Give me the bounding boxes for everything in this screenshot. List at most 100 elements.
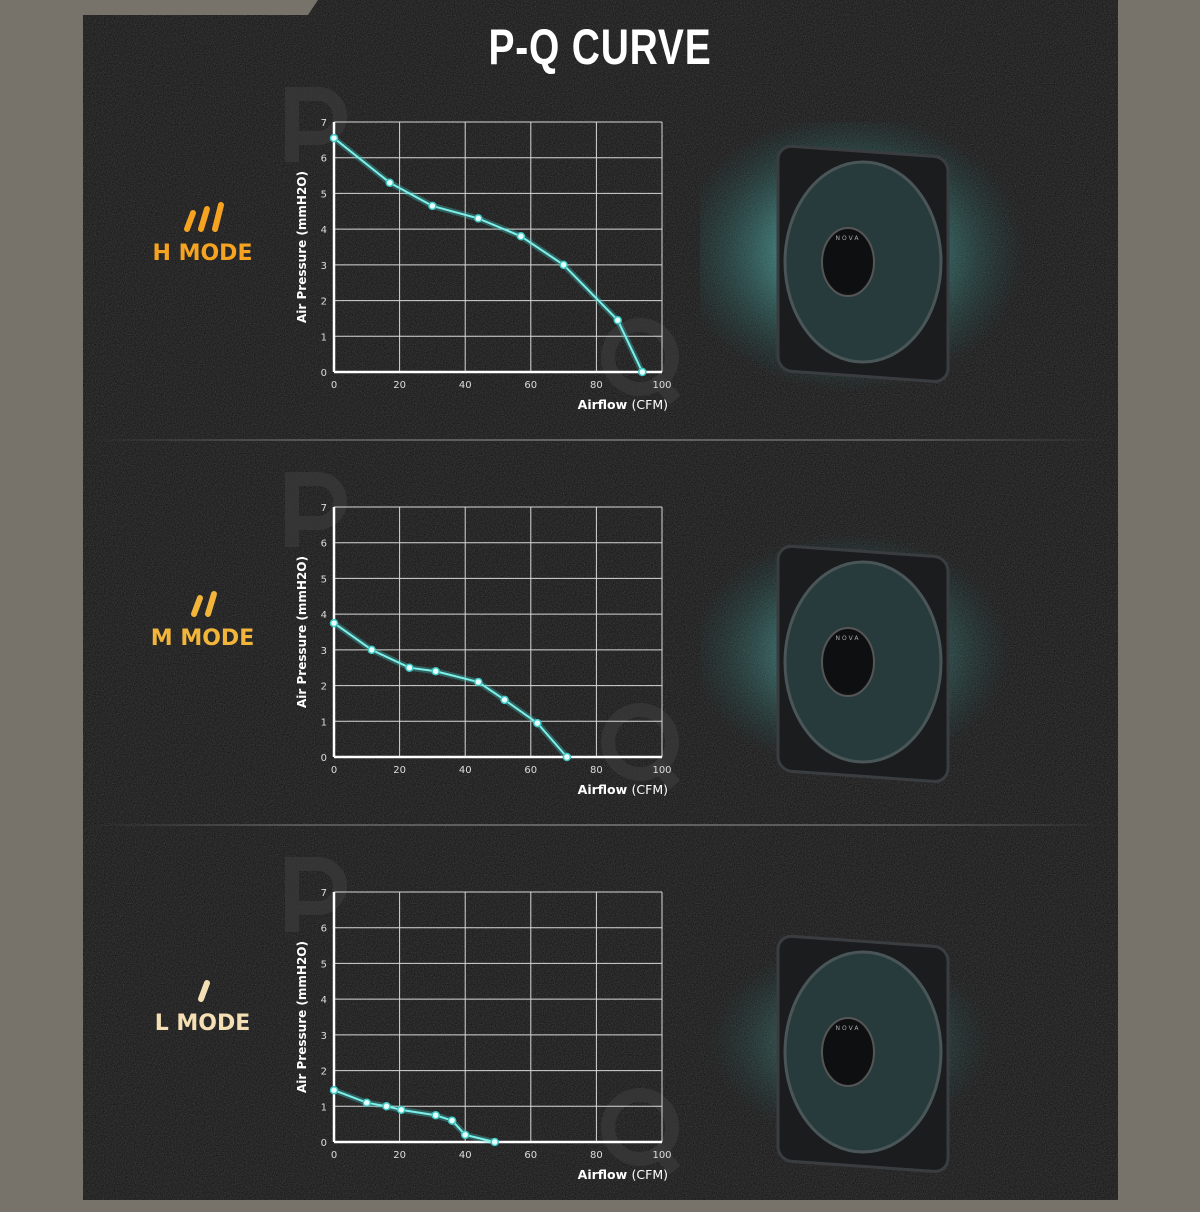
x-axis-label: Airflow (CFM) <box>578 782 668 797</box>
y-tick-label: 4 <box>321 610 327 621</box>
y-tick-label: 2 <box>321 297 327 308</box>
pq-chart: 0 20 40 60 80 100 0 1 2 3 4 5 6 7 Airflow (CFM) Air Pre… <box>285 87 681 412</box>
watermark-q-shape <box>601 703 681 790</box>
data-point <box>490 1137 499 1147</box>
y-tick-label: 3 <box>321 261 327 272</box>
data-point <box>516 232 526 241</box>
x-tick-label: 60 <box>524 380 537 391</box>
y-tick-label: 5 <box>321 189 327 200</box>
slanted-bars-icon <box>190 591 217 617</box>
data-point <box>431 667 440 676</box>
fan-brand: NOVA <box>836 235 861 242</box>
x-tick-label: 60 <box>524 1150 537 1161</box>
data-point <box>447 1116 457 1125</box>
mode-label-h: H MODE <box>120 197 285 266</box>
data-point <box>613 315 622 325</box>
data-point <box>329 618 339 628</box>
watermark-p-shape <box>285 472 347 547</box>
y-axis-label: Air Pressure (mmH2O) <box>295 556 309 708</box>
x-tick-label: 100 <box>652 1150 671 1161</box>
mode-label-l: L MODE <box>120 967 285 1036</box>
x-tick-label: 0 <box>331 380 337 391</box>
data-point <box>396 1105 406 1115</box>
y-tick-label: 5 <box>321 574 327 585</box>
data-point <box>367 645 376 655</box>
x-tick-label: 40 <box>459 380 472 391</box>
data-point <box>385 178 395 187</box>
data-point <box>428 201 437 211</box>
fan-hub <box>821 627 875 697</box>
data-point <box>405 663 414 672</box>
y-tick-label: 6 <box>321 924 327 935</box>
watermark-q-shape <box>601 318 681 405</box>
y-tick-label: 7 <box>321 888 327 899</box>
x-tick-label: 80 <box>590 1150 603 1161</box>
fan-brand: NOVA <box>836 635 861 642</box>
y-tick-label: 0 <box>321 1138 327 1149</box>
pq-curve-line <box>333 137 644 373</box>
y-axis-label: Air Pressure (mmH2O) <box>295 941 309 1093</box>
page-title: P-Q CURVE <box>488 19 712 75</box>
y-tick-label: 6 <box>321 539 327 550</box>
y-tick-label: 2 <box>321 682 327 693</box>
section-divider <box>90 439 1110 441</box>
data-point <box>382 1102 391 1111</box>
mode-label-text: M MODE <box>150 626 255 651</box>
watermark-p-shape <box>285 87 347 162</box>
y-tick-label: 1 <box>321 332 327 343</box>
slanted-bars-icon <box>197 980 210 1002</box>
y-tick-label: 1 <box>321 717 327 728</box>
y-tick-label: 3 <box>321 1031 327 1042</box>
x-tick-label: 0 <box>331 765 337 776</box>
x-tick-label: 20 <box>393 765 406 776</box>
x-tick-label: 40 <box>459 765 472 776</box>
data-point <box>362 1098 372 1107</box>
y-tick-label: 4 <box>321 995 327 1006</box>
x-axis-label: Airflow (CFM) <box>578 1167 668 1182</box>
data-point <box>431 1110 440 1120</box>
y-tick-label: 0 <box>321 368 327 379</box>
y-tick-label: 0 <box>321 753 327 764</box>
fan-icon: NOVA <box>710 934 990 1173</box>
data-point <box>460 1130 470 1140</box>
data-point <box>329 1085 339 1095</box>
pq-chart: 0 20 40 60 80 100 0 1 2 3 4 5 6 7 Airflow (CFM) Air Pre… <box>285 472 681 797</box>
data-point <box>638 367 647 377</box>
watermark-p-shape <box>285 857 347 932</box>
x-tick-label: 0 <box>331 1150 337 1161</box>
y-tick-label: 4 <box>321 225 327 236</box>
fan-brand: NOVA <box>836 1025 861 1032</box>
watermark-q-shape <box>601 1088 681 1175</box>
x-tick-label: 100 <box>652 380 671 391</box>
data-point <box>474 214 483 223</box>
curve-glow <box>332 1087 496 1145</box>
data-point <box>474 677 483 687</box>
x-axis-label: Airflow (CFM) <box>578 397 668 412</box>
y-tick-label: 7 <box>321 118 327 129</box>
x-tick-label: 20 <box>393 1150 406 1161</box>
x-tick-label: 80 <box>590 765 603 776</box>
mode-label-text: H MODE <box>152 241 253 266</box>
y-tick-label: 7 <box>321 503 327 514</box>
data-point <box>500 695 509 705</box>
data-point <box>559 260 568 270</box>
fan-icon: NOVA <box>700 532 1010 783</box>
y-tick-label: 3 <box>321 646 327 657</box>
fan-icon: NOVA <box>700 122 1025 392</box>
fan-hub <box>821 227 875 297</box>
y-tick-label: 5 <box>321 959 327 970</box>
y-tick-label: 1 <box>321 1102 327 1113</box>
data-point <box>329 133 339 143</box>
data-point <box>533 718 542 728</box>
x-tick-label: 60 <box>524 765 537 776</box>
pq-chart: 0 20 40 60 80 100 0 1 2 3 4 5 6 7 Airflow (CFM) Air Pre… <box>285 857 681 1182</box>
curve-glow <box>332 620 570 759</box>
x-tick-label: 20 <box>393 380 406 391</box>
x-tick-label: 80 <box>590 380 603 391</box>
slanted-bars-icon <box>183 202 224 232</box>
mode-label-m: M MODE <box>120 582 285 651</box>
data-point <box>562 752 572 762</box>
x-tick-label: 40 <box>459 1150 472 1161</box>
y-axis-label: Air Pressure (mmH2O) <box>295 171 309 323</box>
section-divider <box>90 824 1110 826</box>
